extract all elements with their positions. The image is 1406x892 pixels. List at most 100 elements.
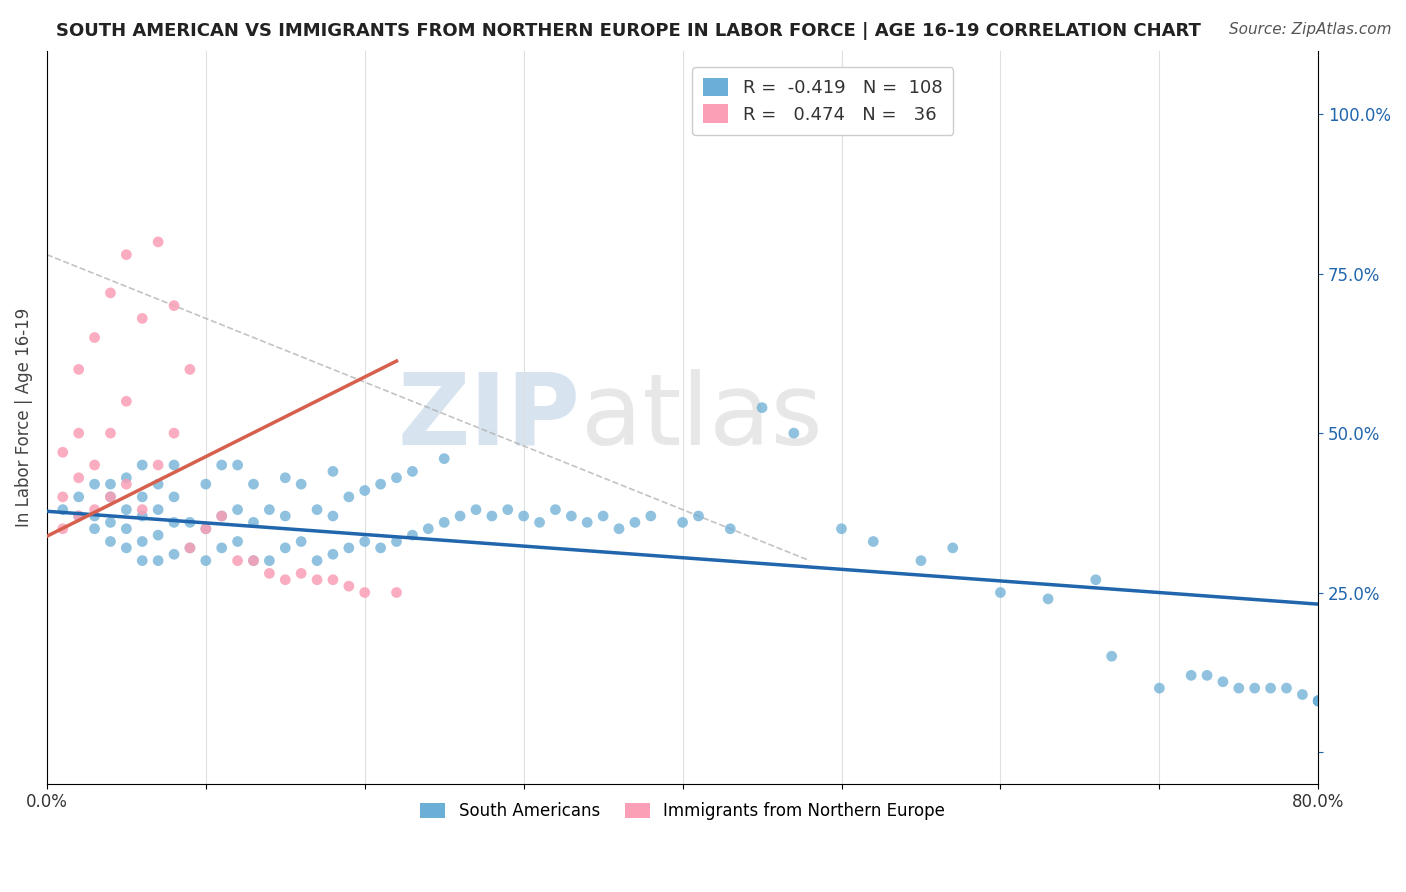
Point: [385, 471, 408, 485]
Point: [1084, 573, 1107, 587]
Point: [496, 502, 519, 516]
Point: [211, 508, 233, 523]
Point: [179, 541, 201, 555]
Point: [353, 534, 375, 549]
Point: [100, 534, 122, 549]
Point: [1195, 668, 1218, 682]
Point: [115, 471, 138, 485]
Point: [100, 516, 122, 530]
Point: [433, 516, 456, 530]
Point: [226, 534, 249, 549]
Point: [259, 502, 281, 516]
Point: [242, 554, 264, 568]
Point: [688, 508, 710, 523]
Point: [1308, 694, 1330, 708]
Point: [131, 534, 153, 549]
Point: [465, 502, 488, 516]
Point: [163, 426, 186, 441]
Point: [259, 566, 281, 581]
Point: [1308, 694, 1330, 708]
Legend: South Americans, Immigrants from Northern Europe: South Americans, Immigrants from Norther…: [413, 796, 952, 827]
Point: [52, 522, 75, 536]
Point: [751, 401, 773, 415]
Point: [353, 483, 375, 498]
Point: [146, 458, 169, 472]
Point: [449, 508, 471, 523]
Point: [1101, 649, 1123, 664]
Point: [529, 516, 551, 530]
Point: [179, 541, 201, 555]
Point: [52, 502, 75, 516]
Point: [322, 547, 344, 561]
Point: [115, 394, 138, 409]
Point: [163, 458, 186, 472]
Point: [1275, 681, 1298, 695]
Point: [179, 362, 201, 376]
Point: [226, 458, 249, 472]
Point: [115, 522, 138, 536]
Point: [1212, 674, 1234, 689]
Point: [290, 566, 312, 581]
Point: [115, 247, 138, 261]
Point: [274, 471, 297, 485]
Point: [146, 477, 169, 491]
Point: [942, 541, 965, 555]
Text: atlas: atlas: [581, 368, 823, 466]
Point: [179, 516, 201, 530]
Point: [226, 554, 249, 568]
Point: [146, 528, 169, 542]
Point: [1227, 681, 1250, 695]
Point: [163, 299, 186, 313]
Point: [1180, 668, 1202, 682]
Point: [100, 285, 122, 300]
Point: [131, 554, 153, 568]
Point: [290, 477, 312, 491]
Point: [131, 490, 153, 504]
Point: [67, 362, 90, 376]
Point: [322, 573, 344, 587]
Point: [401, 528, 423, 542]
Point: [640, 508, 662, 523]
Point: [131, 502, 153, 516]
Point: [576, 516, 599, 530]
Point: [163, 516, 186, 530]
Point: [512, 508, 534, 523]
Point: [67, 508, 90, 523]
Point: [910, 554, 932, 568]
Point: [1291, 688, 1313, 702]
Point: [418, 522, 440, 536]
Point: [671, 516, 693, 530]
Point: [481, 508, 503, 523]
Point: [67, 471, 90, 485]
Point: [307, 554, 329, 568]
Text: ZIP: ZIP: [398, 368, 581, 466]
Point: [370, 541, 392, 555]
Point: [337, 579, 360, 593]
Point: [242, 477, 264, 491]
Point: [259, 554, 281, 568]
Point: [100, 477, 122, 491]
Point: [385, 534, 408, 549]
Point: [100, 490, 122, 504]
Point: [83, 330, 105, 344]
Point: [100, 426, 122, 441]
Point: [194, 477, 217, 491]
Point: [131, 311, 153, 326]
Point: [1308, 694, 1330, 708]
Point: [163, 547, 186, 561]
Point: [83, 458, 105, 472]
Point: [1308, 694, 1330, 708]
Point: [83, 502, 105, 516]
Point: [337, 541, 360, 555]
Point: [783, 426, 806, 441]
Point: [990, 585, 1012, 599]
Point: [67, 508, 90, 523]
Point: [401, 464, 423, 478]
Point: [242, 516, 264, 530]
Point: [211, 508, 233, 523]
Point: [370, 477, 392, 491]
Point: [433, 451, 456, 466]
Point: [1308, 694, 1330, 708]
Point: [322, 464, 344, 478]
Point: [290, 534, 312, 549]
